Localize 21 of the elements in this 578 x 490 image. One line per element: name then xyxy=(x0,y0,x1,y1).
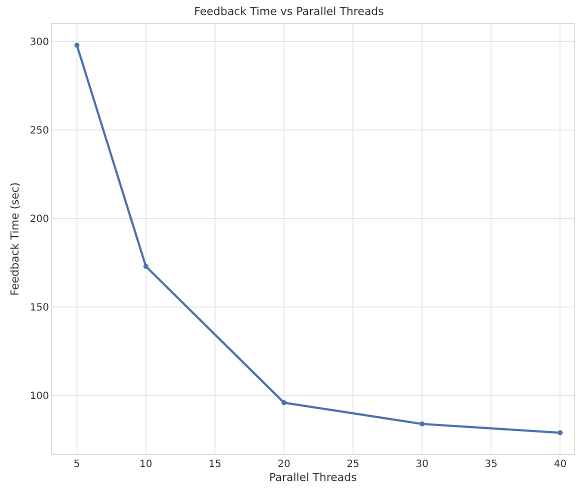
y-tick-label: 300 xyxy=(30,37,49,48)
y-tick-label: 200 xyxy=(30,214,49,226)
x-axis-title: Parallel Threads xyxy=(269,471,358,484)
point xyxy=(143,264,148,269)
y-axis-title: Feedback Time (sec) xyxy=(8,182,22,296)
chart-title: Feedback Time vs Parallel Threads xyxy=(194,5,384,18)
x-tick-label: 40 xyxy=(554,459,567,470)
point xyxy=(282,400,286,406)
x-tick-label: 30 xyxy=(416,459,428,470)
point xyxy=(420,421,425,426)
point xyxy=(74,42,80,48)
x-tick-label: 15 xyxy=(208,459,222,470)
y-tick-label: 100 xyxy=(30,391,49,402)
x-tick-label: 25 xyxy=(346,459,360,470)
y-tick-label: 150 xyxy=(30,302,49,314)
x-tick-label: 10 xyxy=(140,459,152,470)
y-tick-label: 250 xyxy=(30,126,49,137)
x-tick-label: 5 xyxy=(74,459,80,470)
x-tick-label: 20 xyxy=(278,459,290,470)
x-tick-label: 35 xyxy=(484,459,498,470)
point xyxy=(558,430,563,436)
